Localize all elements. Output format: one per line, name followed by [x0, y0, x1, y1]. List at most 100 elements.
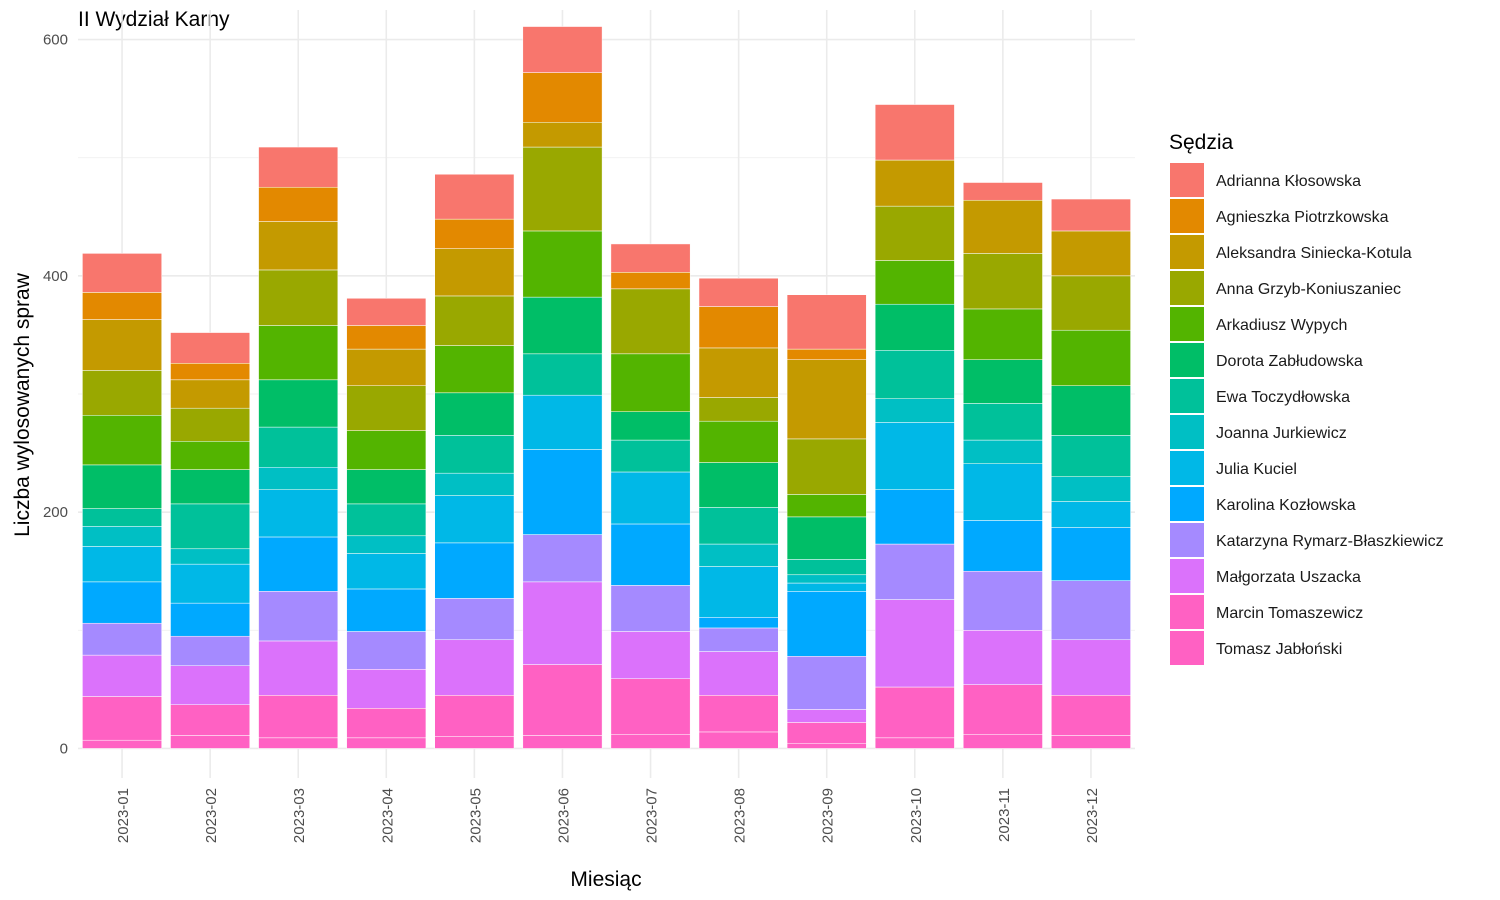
bar-segment — [522, 230, 603, 298]
bar-segment — [522, 353, 603, 396]
bar-segment — [786, 438, 867, 495]
bar-segment — [610, 678, 691, 735]
bar-segment — [170, 469, 251, 505]
bar-segment — [82, 253, 162, 293]
bar-segment — [434, 248, 515, 297]
bar-segment — [786, 559, 867, 576]
x-tick-label: 2023-06 — [555, 788, 572, 843]
legend-swatch — [1170, 595, 1204, 629]
bar-segment — [170, 665, 251, 705]
bar-segment — [82, 654, 162, 697]
bar-segment — [346, 298, 427, 326]
x-tick-label: 2023-09 — [820, 788, 837, 843]
bar-segment — [82, 415, 162, 466]
legend-label: Ewa Toczydłowska — [1216, 389, 1350, 406]
legend-title: Sędzia — [1169, 131, 1234, 154]
bar-segment — [434, 218, 515, 249]
y-tick-label: 400 — [43, 268, 68, 285]
bar-segment — [258, 269, 339, 326]
bar-segment — [82, 508, 162, 527]
bar-segment — [874, 686, 955, 739]
bar-segment — [786, 582, 867, 592]
bar-segment — [962, 199, 1043, 254]
bar-segment — [170, 548, 251, 565]
legend-swatch — [1170, 451, 1204, 485]
bar-segment — [698, 617, 779, 629]
legend-label: Karolina Kozłowska — [1216, 497, 1356, 514]
legend-label: Julia Kuciel — [1216, 461, 1297, 478]
bar-segment — [698, 420, 779, 463]
bar-segment — [698, 397, 779, 422]
bar-segment — [698, 627, 779, 652]
bar-segment — [786, 359, 867, 440]
x-axis-title: Miesiąc — [570, 868, 641, 891]
legend-swatch — [1170, 307, 1204, 341]
bar-segment — [82, 319, 162, 371]
y-tick-label: 600 — [43, 32, 68, 49]
bar-segment — [698, 731, 779, 749]
bar-segment — [346, 385, 427, 431]
bar-segment — [874, 205, 955, 261]
legend-label: Marcin Tomaszewicz — [1216, 605, 1363, 622]
bar-segment — [698, 651, 779, 696]
legend-label: Małgorzata Uszacka — [1216, 569, 1361, 586]
bar-segment — [258, 325, 339, 381]
bar-segment — [258, 536, 339, 592]
legend-swatch — [1170, 487, 1204, 521]
bar-segment — [170, 735, 251, 749]
bar-segment — [698, 543, 779, 567]
bar-segment — [698, 306, 779, 349]
legend: Sędzia Adrianna Kłosowska Agnieszka Piotr… — [1169, 131, 1444, 665]
bar-segment — [610, 734, 691, 749]
bar-segment — [82, 546, 162, 583]
bar-segment — [170, 441, 251, 470]
bar-segment — [1051, 230, 1131, 277]
bar-segment — [698, 462, 779, 508]
legend-swatch — [1170, 235, 1204, 269]
bar-segment — [258, 379, 339, 428]
bar-segment — [434, 295, 515, 346]
bar-segment — [1051, 695, 1131, 736]
bar-segment — [786, 348, 867, 360]
y-axis-title: Liczba wylosowanych spraw — [11, 272, 34, 537]
legend-label: Dorota Zabłudowska — [1216, 353, 1363, 370]
bar-segment — [874, 737, 955, 749]
bar-segment — [786, 743, 867, 749]
bar-segment — [82, 526, 162, 547]
bar-segment — [82, 739, 162, 749]
legend-label: Anna Grzyb-Koniuszaniec — [1216, 281, 1401, 298]
bar-segment — [874, 159, 955, 207]
bar-segment — [962, 182, 1043, 201]
bar-segment — [610, 272, 691, 290]
legend-swatch — [1170, 631, 1204, 665]
legend-label: Agnieszka Piotrzkowska — [1216, 209, 1389, 226]
legend-swatch — [1170, 415, 1204, 449]
bar-segment — [1051, 476, 1131, 502]
bar-segment — [434, 598, 515, 641]
bar-segment — [786, 722, 867, 744]
bar-segment — [170, 602, 251, 637]
bar-segment — [874, 398, 955, 423]
bar-segment — [610, 523, 691, 586]
x-tick-label: 2023-10 — [908, 788, 925, 843]
bar-segment — [786, 574, 867, 584]
bar-segment — [522, 121, 603, 148]
chart-title: II Wydział Karny — [78, 8, 230, 31]
bar-segment — [82, 622, 162, 656]
x-tick-label: 2023-04 — [379, 788, 396, 843]
legend-label: Arkadiusz Wypych — [1216, 317, 1347, 334]
bar-segment — [786, 709, 867, 723]
bar-segment — [874, 260, 955, 305]
bar-segment — [610, 439, 691, 473]
bar-segment — [82, 581, 162, 624]
bar-segment — [786, 516, 867, 560]
bar-segment — [610, 411, 691, 441]
bar-segment — [874, 303, 955, 351]
bar-segment — [786, 591, 867, 657]
bar-segment — [786, 656, 867, 710]
bar-segment — [610, 353, 691, 412]
x-tick-label: 2023-08 — [732, 788, 749, 843]
bar-segment — [346, 503, 427, 537]
bar-segment — [258, 186, 339, 222]
bar-segment — [170, 704, 251, 736]
